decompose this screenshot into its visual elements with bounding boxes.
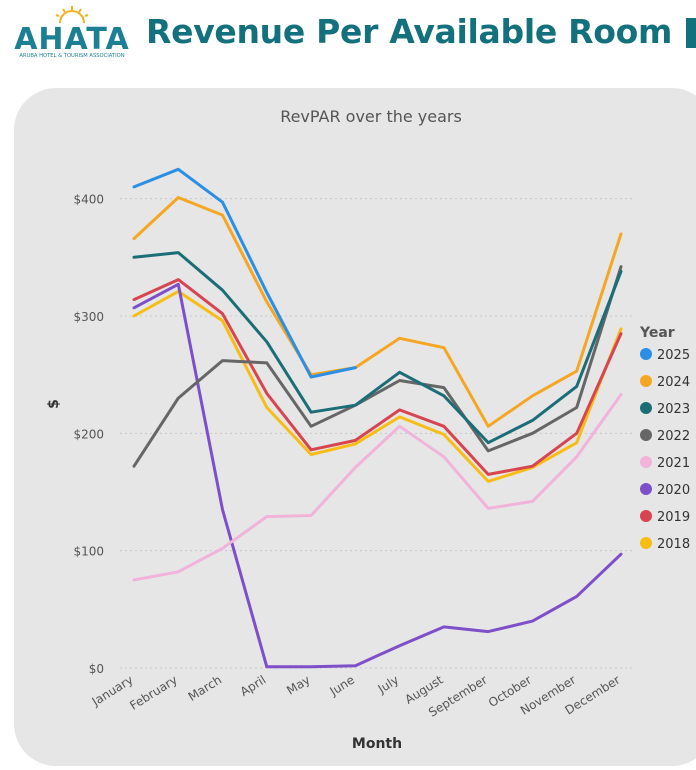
legend-item-2024[interactable]: 2024 [657,375,690,390]
y-tick-label: $0 [89,662,104,676]
legend-marker-2021 [640,456,652,468]
logo-wordmark: AHATA [14,22,130,57]
series-line-2025 [132,167,357,379]
series-line-2024 [132,196,623,428]
legend-marker-2023 [640,402,652,414]
y-tick-label: $300 [73,310,104,324]
legend-marker-2024 [640,375,652,387]
legend-item-2019[interactable]: 2019 [657,510,690,525]
x-tick-label: July [375,673,402,697]
series-line-2022 [132,265,623,468]
series-line-2020 [132,282,623,669]
legend-item-2023[interactable]: 2023 [657,402,690,417]
y-tick-label: $200 [73,427,104,441]
x-tick-label: February [127,673,180,713]
series-line-2023 [132,251,623,445]
x-tick-label: June [327,673,357,699]
legend-marker-2020 [640,483,652,495]
header: AHATA ARUBA HOTEL & TOURISM ASSOCIATION … [0,0,696,62]
chart-title: RevPAR over the years [280,107,462,126]
legend-item-2020[interactable]: 2020 [657,483,690,498]
revpar-line-chart: RevPAR over the years $0 $100 $200 $300 $400… [46,107,690,752]
legend-item-2018[interactable]: 2018 [657,537,690,552]
x-axis-title: Month [352,736,402,752]
legend-marker-2025 [640,348,652,360]
sun-icon [55,6,89,24]
y-axis-title: $ [46,399,62,409]
legend[interactable]: Year 2025 2024 2023 2022 2021 2020 2019 2018 [639,325,690,552]
legend-item-2022[interactable]: 2022 [657,429,690,444]
x-tick-label: May [284,673,312,698]
y-axis-ticks: $0 $100 $200 $300 $400 [73,193,104,676]
y-tick-label: $100 [73,545,104,559]
legend-item-2021[interactable]: 2021 [657,456,690,471]
legend-title: Year [639,325,675,341]
x-tick-label: April [238,673,269,699]
cropped-decoration [686,18,696,48]
ahata-logo: AHATA ARUBA HOTEL & TOURISM ASSOCIATION [8,4,136,60]
legend-marker-2019 [640,510,652,522]
logo-subtitle: ARUBA HOTEL & TOURISM ASSOCIATION [19,53,125,59]
series-line-2019 [132,278,623,476]
gridlines [120,198,635,669]
series-line-2021 [132,393,623,582]
legend-marker-2022 [640,429,652,441]
series-line-2018 [132,289,623,483]
series-lines [132,167,623,669]
page-title: Revenue Per Available Room [146,12,673,51]
chart-card: RevPAR over the years $0 $100 $200 $300 $400… [14,88,696,766]
legend-marker-2018 [640,537,652,549]
legend-item-2025[interactable]: 2025 [657,348,690,363]
y-tick-label: $400 [73,193,104,207]
x-tick-label: March [186,673,224,704]
